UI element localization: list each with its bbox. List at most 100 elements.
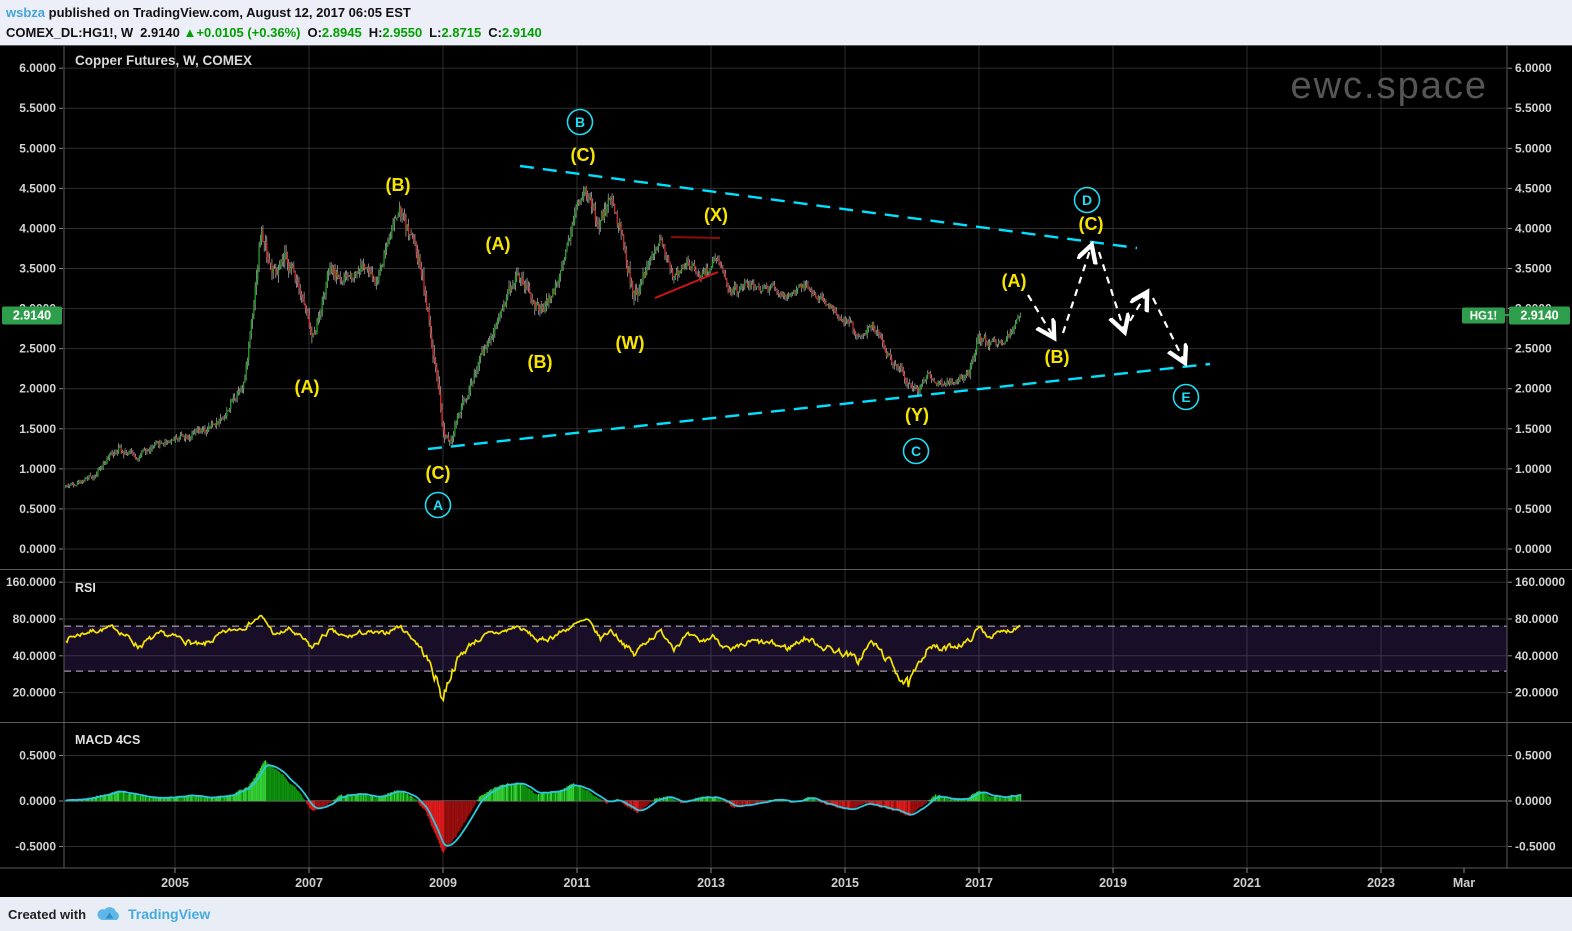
svg-text:6.0000: 6.0000 <box>19 61 56 75</box>
svg-text:(B): (B) <box>1045 347 1070 367</box>
svg-text:4.0000: 4.0000 <box>1515 221 1552 235</box>
svg-text:1.0000: 1.0000 <box>1515 462 1552 476</box>
projection-arrows <box>1027 247 1184 361</box>
price-tag-left: 2.9140 <box>2 306 62 325</box>
svg-text:2.9140: 2.9140 <box>1520 309 1558 323</box>
svg-text:40.0000: 40.0000 <box>1515 649 1559 663</box>
svg-text:160.0000: 160.0000 <box>6 575 56 589</box>
high-label: H: <box>368 25 383 40</box>
svg-text:0.5000: 0.5000 <box>19 749 56 763</box>
pane-borders <box>0 45 1572 869</box>
svg-text:(B): (B) <box>386 175 411 195</box>
svg-text:(C): (C) <box>426 463 451 483</box>
chart-title: Copper Futures, W, COMEX <box>75 53 252 68</box>
svg-text:D: D <box>1082 192 1092 208</box>
svg-text:Mar: Mar <box>1453 876 1475 890</box>
svg-text:1.5000: 1.5000 <box>1515 422 1552 436</box>
svg-text:2.0000: 2.0000 <box>1515 382 1552 396</box>
svg-text:(B): (B) <box>528 352 553 372</box>
last-price: 2.9140 <box>140 25 180 40</box>
svg-text:0.0000: 0.0000 <box>19 542 56 556</box>
symbol-line: COMEX_DL:HG1!, W 2.9140 ▲+0.0105 (+0.36%)… <box>6 23 1572 43</box>
svg-text:5.0000: 5.0000 <box>19 141 56 155</box>
svg-text:2015: 2015 <box>831 876 859 890</box>
svg-text:0.0000: 0.0000 <box>1515 542 1552 556</box>
svg-text:80.0000: 80.0000 <box>13 612 57 626</box>
wave-labels: (A) (B) (C) (A) (B) (C) (W) (X) (Y) (A) (B) (C) A B C D… <box>295 108 1200 519</box>
svg-text:2021: 2021 <box>1233 876 1261 890</box>
svg-text:2009: 2009 <box>429 876 457 890</box>
candlestick-series <box>65 185 1022 489</box>
svg-text:0.5000: 0.5000 <box>1515 749 1552 763</box>
triangle-pattern-lines <box>654 236 721 299</box>
svg-text:(C): (C) <box>571 145 596 165</box>
svg-text:5.5000: 5.5000 <box>1515 101 1552 115</box>
footer-bar: Created with TradingView <box>0 897 1572 931</box>
time-axis: 2005 2007 2009 2011 2013 2015 2017 2019 2021 2023… <box>161 868 1475 890</box>
svg-text:(W): (W) <box>616 333 645 353</box>
svg-text:B: B <box>575 114 585 130</box>
close-label: C: <box>488 25 502 40</box>
svg-text:1.0000: 1.0000 <box>19 462 56 476</box>
publish-line: wsbza published on TradingView.com, Augu… <box>6 3 1572 23</box>
trendlines <box>427 164 1211 451</box>
svg-text:(X): (X) <box>704 205 728 225</box>
symbol-title: COMEX_DL:HG1!, W <box>6 25 134 40</box>
svg-text:0.5000: 0.5000 <box>1515 502 1552 516</box>
svg-text:4.5000: 4.5000 <box>19 181 56 195</box>
grid-layer <box>64 46 1507 868</box>
svg-text:5.5000: 5.5000 <box>19 101 56 115</box>
svg-text:2.9140: 2.9140 <box>13 309 51 323</box>
macd-signal-line <box>65 764 1021 847</box>
username-link[interactable]: wsbza <box>6 5 46 20</box>
change-direction-icon: ▲ <box>183 25 197 40</box>
svg-text:2017: 2017 <box>965 876 993 890</box>
watermark: ewc.space <box>1290 65 1488 107</box>
svg-text:(C): (C) <box>1079 214 1104 234</box>
svg-text:-0.5000: -0.5000 <box>15 840 56 854</box>
svg-text:2005: 2005 <box>161 876 189 890</box>
svg-text:0.0000: 0.0000 <box>19 794 56 808</box>
svg-text:2.0000: 2.0000 <box>19 382 56 396</box>
publish-header: wsbza published on TradingView.com, Augu… <box>0 0 1572 45</box>
high-value: 2.9550 <box>382 25 423 40</box>
svg-text:HG1!: HG1! <box>1470 311 1497 323</box>
svg-text:3.5000: 3.5000 <box>19 262 56 276</box>
svg-text:(A): (A) <box>1002 271 1027 291</box>
svg-text:0.0000: 0.0000 <box>1515 794 1552 808</box>
svg-text:2011: 2011 <box>563 876 590 890</box>
price-tag-right: 2.9140 <box>1509 306 1570 325</box>
svg-text:2.5000: 2.5000 <box>19 342 56 356</box>
low-value: 2.8715 <box>441 25 482 40</box>
rsi-label: RSI <box>75 581 96 595</box>
svg-text:1.5000: 1.5000 <box>19 422 56 436</box>
svg-text:160.0000: 160.0000 <box>1515 575 1565 589</box>
open-label: O: <box>307 25 322 40</box>
svg-text:40.0000: 40.0000 <box>13 649 57 663</box>
axis-labels: 6.0000 6.0000 5.5000 5.5000 5.0000 5.0000 4.50… <box>6 61 1565 853</box>
svg-text:0.5000: 0.5000 <box>19 502 56 516</box>
rsi-line <box>65 614 1021 703</box>
tradingview-brand-link[interactable]: TradingView <box>128 906 211 922</box>
svg-text:6.0000: 6.0000 <box>1515 61 1552 75</box>
svg-text:2007: 2007 <box>295 876 323 890</box>
svg-text:-0.5000: -0.5000 <box>1515 840 1556 854</box>
price-change: +0.0105 (+0.36%) <box>196 25 301 40</box>
svg-text:3.5000: 3.5000 <box>1515 262 1552 276</box>
low-label: L: <box>429 25 442 40</box>
svg-text:A: A <box>433 497 443 513</box>
created-with-label: Created with <box>8 906 87 922</box>
tradingview-logo-icon <box>96 905 122 923</box>
svg-text:(A): (A) <box>295 377 320 397</box>
svg-text:20.0000: 20.0000 <box>1515 686 1559 700</box>
svg-text:(A): (A) <box>486 234 511 254</box>
svg-text:2023: 2023 <box>1367 876 1395 890</box>
svg-text:4.5000: 4.5000 <box>1515 181 1552 195</box>
svg-text:2019: 2019 <box>1099 876 1127 890</box>
svg-text:(Y): (Y) <box>905 405 929 425</box>
svg-text:5.0000: 5.0000 <box>1515 141 1552 155</box>
svg-text:C: C <box>911 443 921 459</box>
open-value: 2.8945 <box>321 25 362 40</box>
